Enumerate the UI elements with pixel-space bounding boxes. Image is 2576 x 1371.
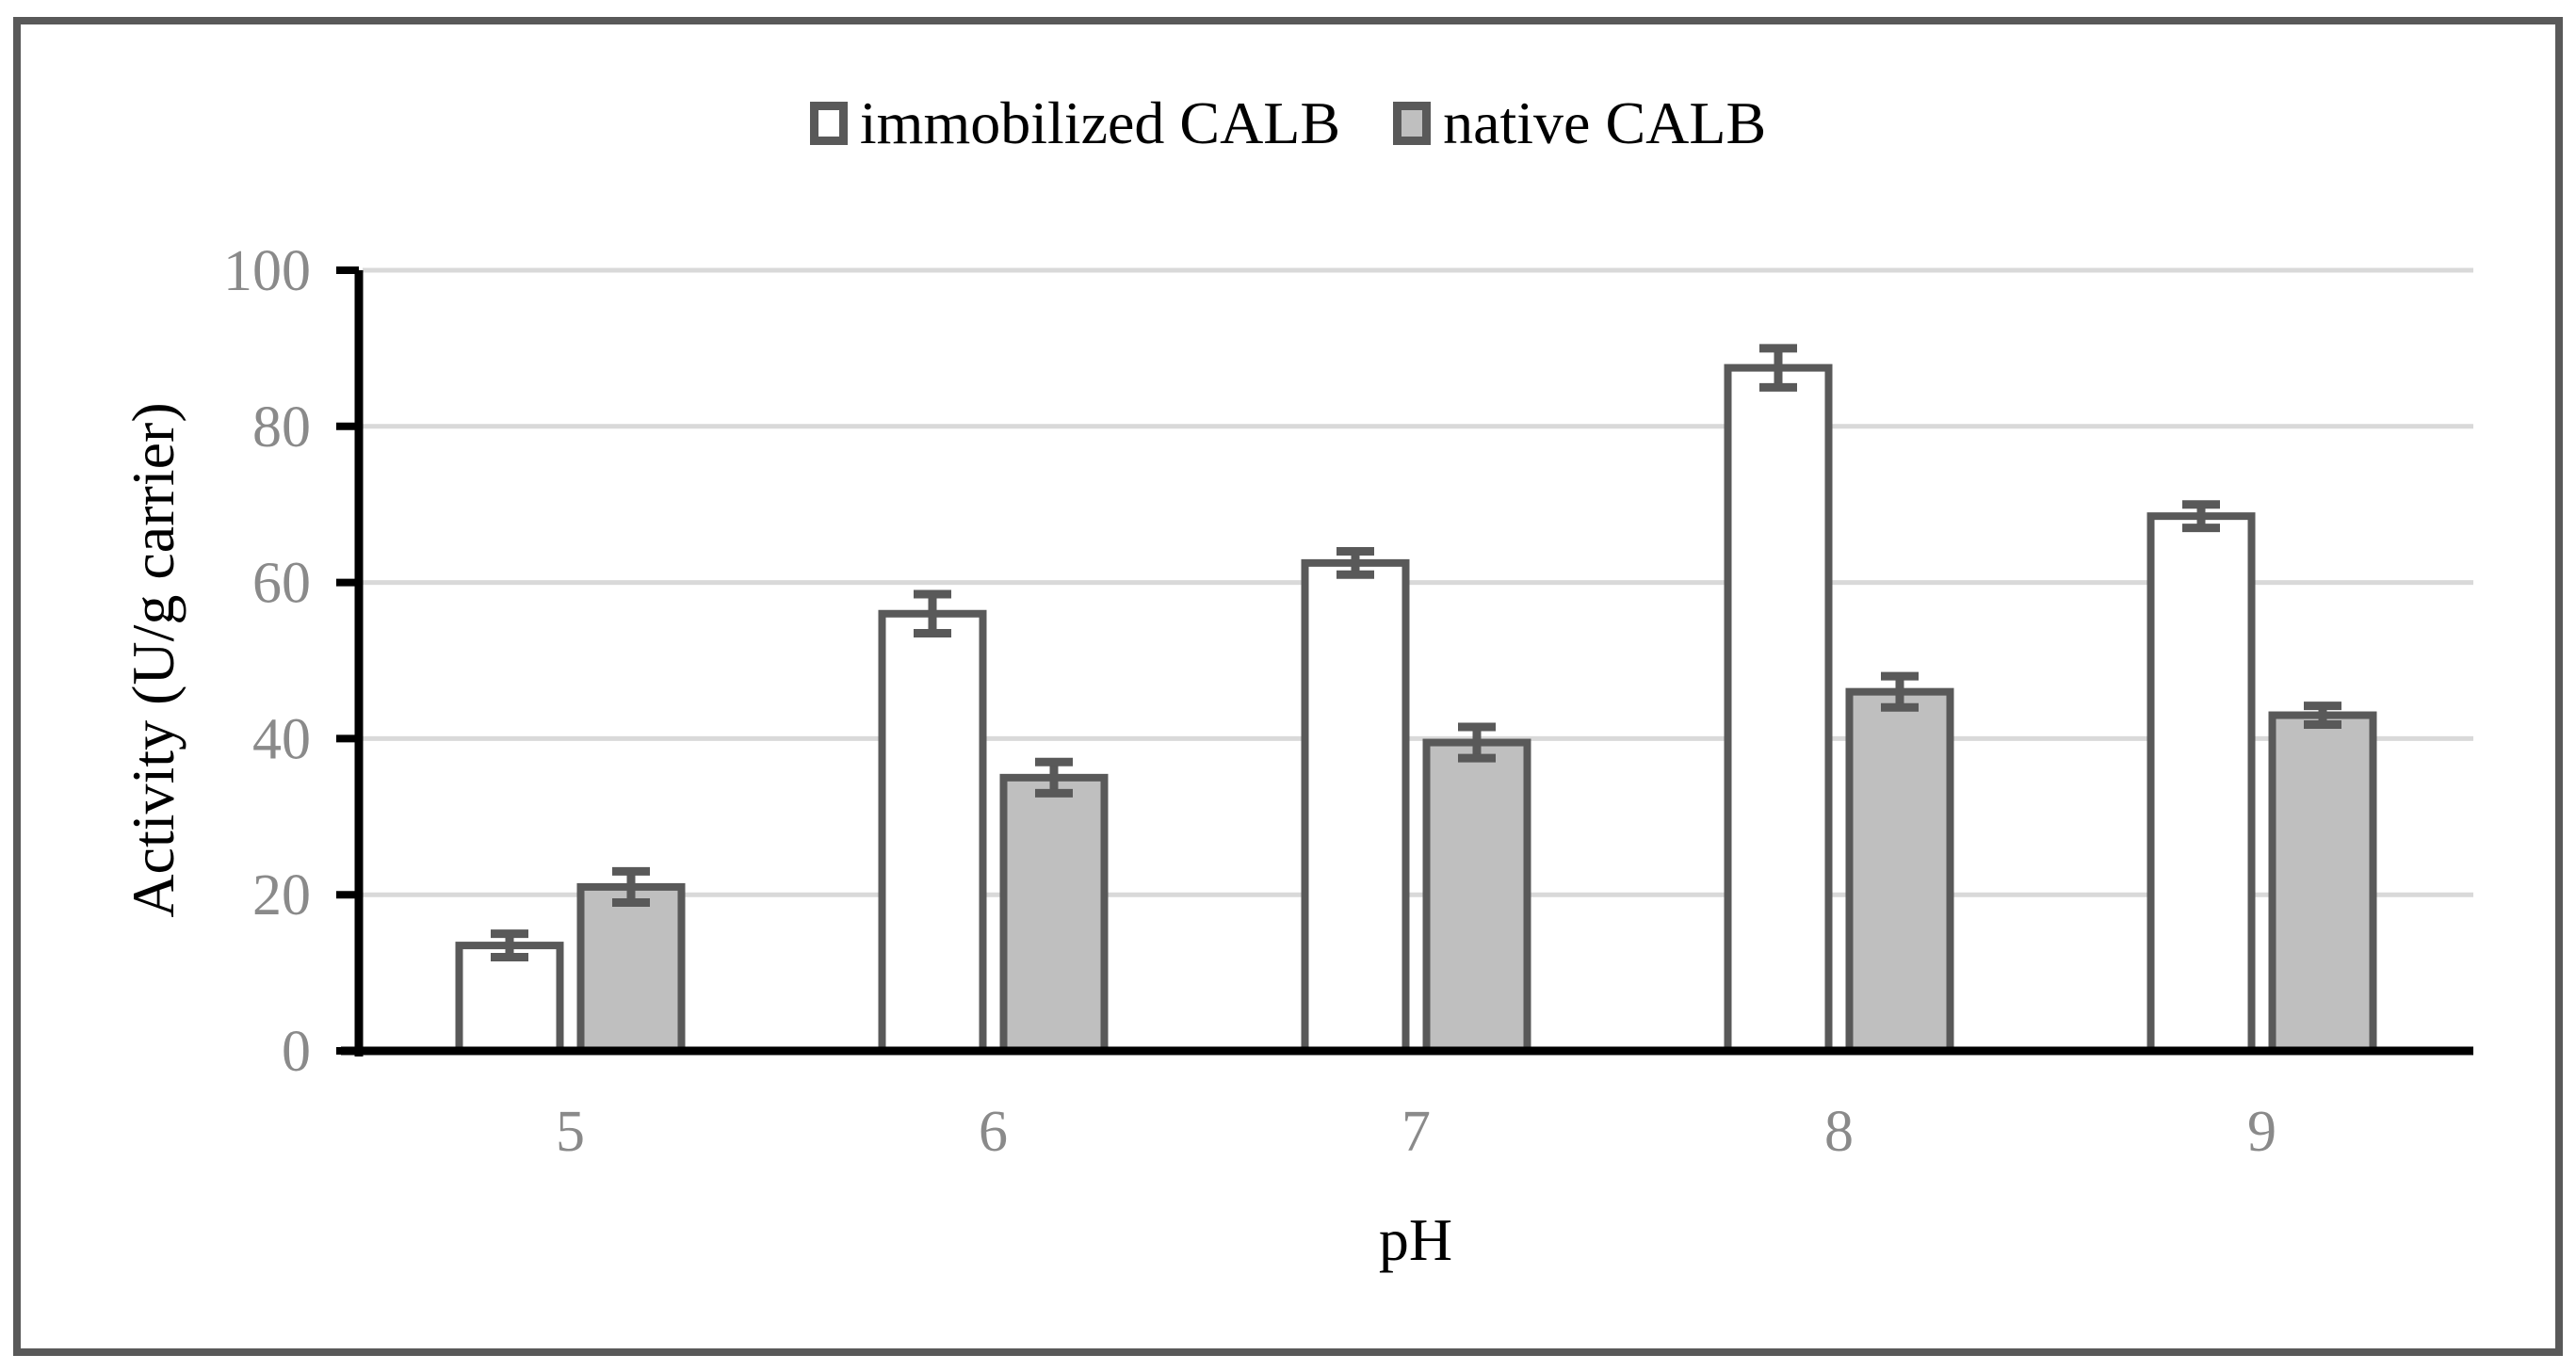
error-bar-native-calb-ph7 <box>1458 722 1496 763</box>
error-bar-immobilized-calb-ph8 <box>1759 344 1797 392</box>
legend-swatch-native-icon <box>1393 102 1432 146</box>
error-bar-immobilized-calb-ph7 <box>1337 546 1374 579</box>
bar-immobilized-calb-ph8 <box>1724 363 1833 1055</box>
bar-native-calb-ph8 <box>1845 687 1954 1055</box>
legend-label-immobilized: immobilized CALB <box>859 89 1341 156</box>
y-tick-label-20: 20 <box>252 863 311 927</box>
y-tick-label-60: 60 <box>252 552 311 616</box>
error-bar-native-calb-ph9 <box>2304 702 2341 729</box>
error-bar-native-calb-ph8 <box>1881 671 1919 712</box>
x-tick-label-7: 7 <box>1401 1100 1431 1164</box>
legend-swatch-immobilized-icon <box>809 102 848 146</box>
error-bar-native-calb-ph5 <box>612 866 650 907</box>
legend-item-immobilized: immobilized CALB <box>809 89 1341 156</box>
legend-label-native: native CALB <box>1443 89 1767 156</box>
bar-native-calb-ph6 <box>999 773 1109 1055</box>
y-tick-label-100: 100 <box>223 239 311 303</box>
bar-immobilized-calb-ph9 <box>2147 512 2256 1055</box>
y-axis-title: Activity (U/g carrier) <box>120 402 186 918</box>
x-axis-title: pH <box>1378 1206 1453 1273</box>
bar-immobilized-calb-ph5 <box>455 942 564 1056</box>
error-bar-immobilized-calb-ph6 <box>914 589 951 637</box>
chart-frame <box>13 17 2563 1356</box>
legend-item-native: native CALB <box>1393 89 1767 156</box>
bar-immobilized-calb-ph6 <box>878 609 987 1055</box>
bar-native-calb-ph7 <box>1422 738 1531 1055</box>
y-tick-label-80: 80 <box>252 395 311 460</box>
error-bar-native-calb-ph6 <box>1035 757 1073 798</box>
x-tick-label-6: 6 <box>979 1100 1008 1164</box>
bar-immobilized-calb-ph7 <box>1301 558 1410 1055</box>
y-tick-label-40: 40 <box>252 707 311 771</box>
x-tick-label-8: 8 <box>1824 1100 1854 1164</box>
legend: immobilized CALB native CALB <box>0 89 2576 156</box>
bar-native-calb-ph9 <box>2268 711 2377 1056</box>
x-tick-label-9: 9 <box>2247 1100 2276 1164</box>
x-tick-label-5: 5 <box>556 1100 585 1164</box>
error-bar-immobilized-calb-ph9 <box>2182 500 2220 533</box>
error-bar-immobilized-calb-ph5 <box>491 929 528 962</box>
y-tick-label-0: 0 <box>282 1020 311 1084</box>
bar-native-calb-ph5 <box>576 882 686 1055</box>
